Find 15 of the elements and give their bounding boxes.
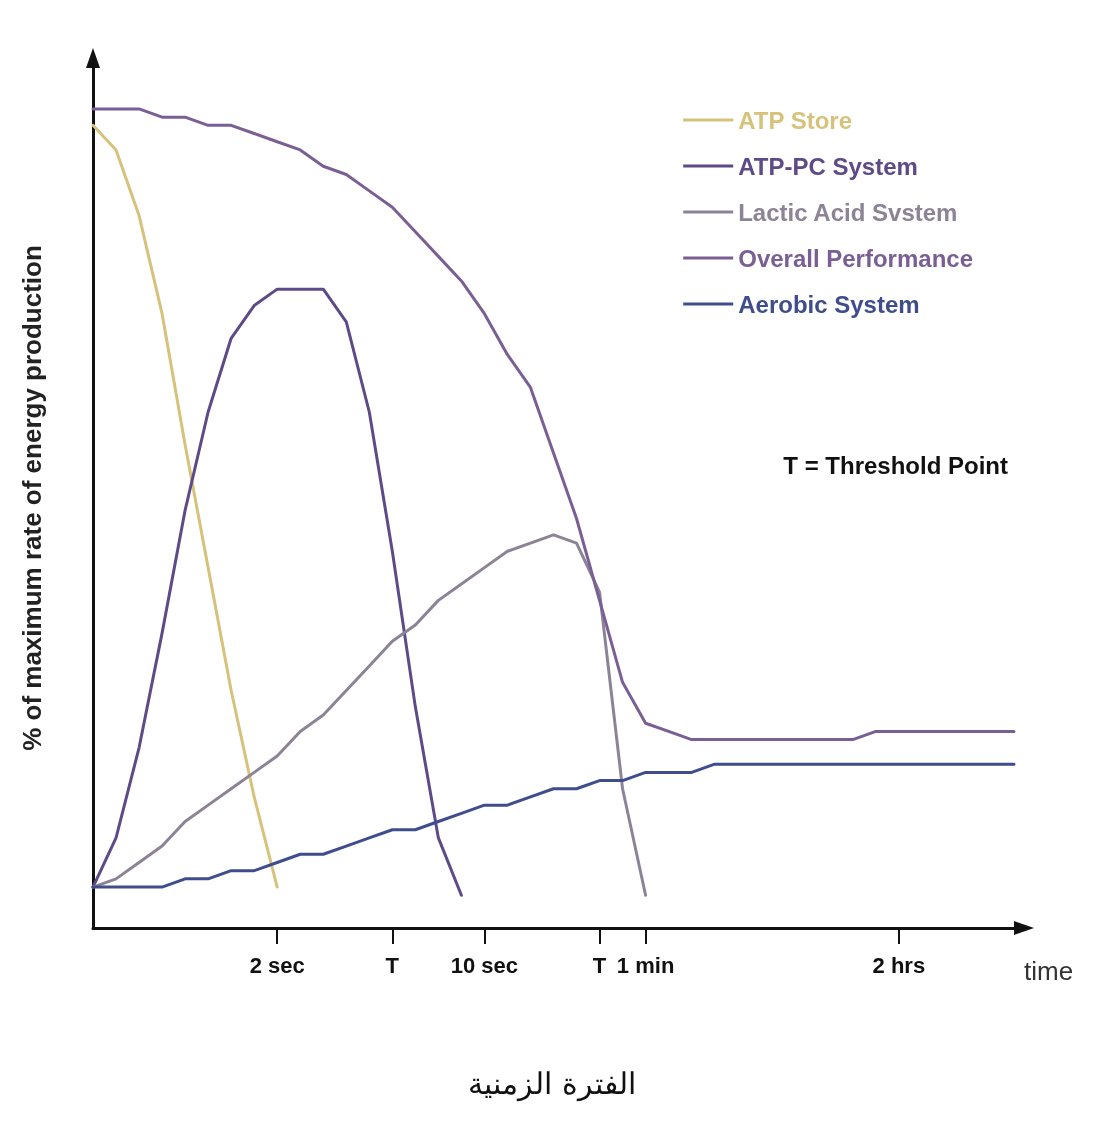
x-axis-title: time	[1024, 956, 1074, 986]
legend-label: ATP-PC System	[738, 152, 918, 180]
text: الفترة الزمنية	[468, 1065, 636, 1102]
legend-label: Lactic Acid Svstem	[738, 198, 958, 226]
x-tick-label: 1 min	[616, 952, 675, 978]
x-tick-label: 2 hrs	[872, 952, 926, 978]
annotation: T = Threshold Point	[783, 451, 1009, 479]
x-tick-label: 10 sec	[450, 952, 519, 978]
y-axis-title: % of maximum rate of energy production	[17, 245, 47, 751]
x-tick-label: T	[592, 952, 607, 978]
legend-label: Overall Performance	[738, 244, 974, 272]
x-tick-label: T	[385, 952, 400, 978]
x-tick-label: 2 sec	[249, 952, 305, 978]
legend-label: ATP Store	[738, 106, 853, 134]
legend-label: Aerobic System	[738, 290, 920, 318]
